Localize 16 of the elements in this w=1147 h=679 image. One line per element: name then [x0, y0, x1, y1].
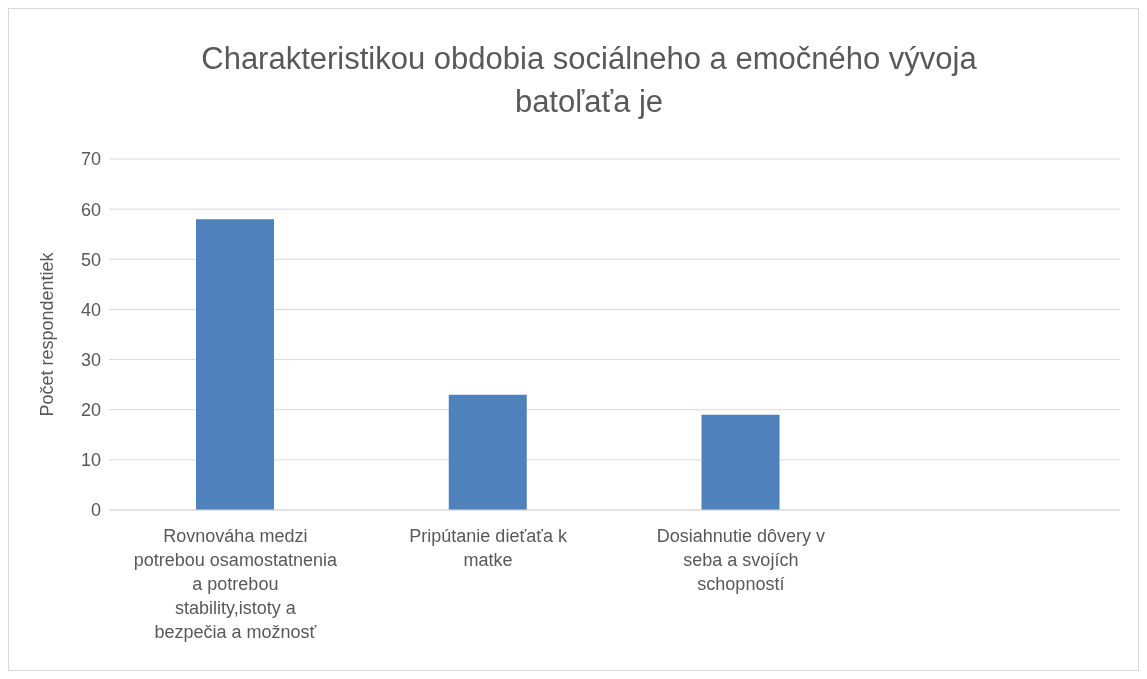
y-tick-label: 20: [80, 400, 101, 421]
chart-title: Charakteristikou obdobia sociálneho a emočného vývoja batoľaťa je: [201, 41, 978, 119]
y-tick-label: 50: [80, 249, 101, 270]
y-tick-label: 0: [90, 500, 101, 521]
y-axis-title: Počet respondentiek: [37, 251, 58, 417]
y-tick-label: 40: [80, 299, 101, 320]
y-tick-label: 70: [80, 149, 101, 170]
y-tick-label: 30: [80, 349, 101, 370]
y-tick-label: 10: [80, 450, 101, 471]
bar: [448, 394, 527, 510]
bar: [701, 414, 780, 510]
x-tick-label: Pripútanie dieťaťa k matke: [409, 526, 568, 570]
bar: [196, 219, 274, 510]
y-tick-label: 60: [80, 199, 101, 220]
x-tick-label: Dosiahnutie dôvery v seba a svojích schopností: [656, 526, 825, 594]
x-tick-label: Rovnováha medzi potrebou osamostatnenia a potrebou stability,istoty a bezpečia a možnosť: [133, 526, 338, 642]
